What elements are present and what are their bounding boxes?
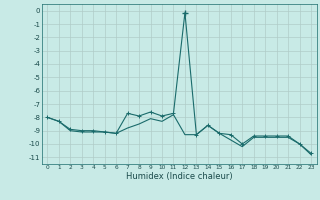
X-axis label: Humidex (Indice chaleur): Humidex (Indice chaleur) xyxy=(126,172,233,181)
